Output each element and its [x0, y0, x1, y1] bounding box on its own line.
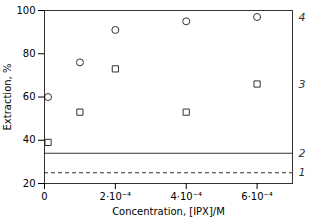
svg-text:1: 1 [299, 166, 306, 179]
svg-text:0: 0 [41, 191, 47, 202]
svg-text:2: 2 [299, 147, 306, 160]
svg-text:100: 100 [16, 5, 35, 16]
svg-text:80: 80 [23, 48, 36, 59]
svg-text:4·10⁻⁴: 4·10⁻⁴ [170, 191, 202, 202]
svg-text:40: 40 [23, 134, 36, 145]
svg-text:2·10⁻⁴: 2·10⁻⁴ [100, 191, 132, 202]
svg-text:Concentration, [IPX]/M: Concentration, [IPX]/M [112, 206, 225, 217]
svg-text:6·10⁻⁴: 6·10⁻⁴ [241, 191, 273, 202]
svg-text:20: 20 [23, 178, 36, 189]
svg-text:4: 4 [299, 11, 306, 24]
svg-text:60: 60 [23, 91, 36, 102]
svg-text:Extraction, %: Extraction, % [2, 64, 13, 131]
svg-text:3: 3 [299, 78, 306, 91]
